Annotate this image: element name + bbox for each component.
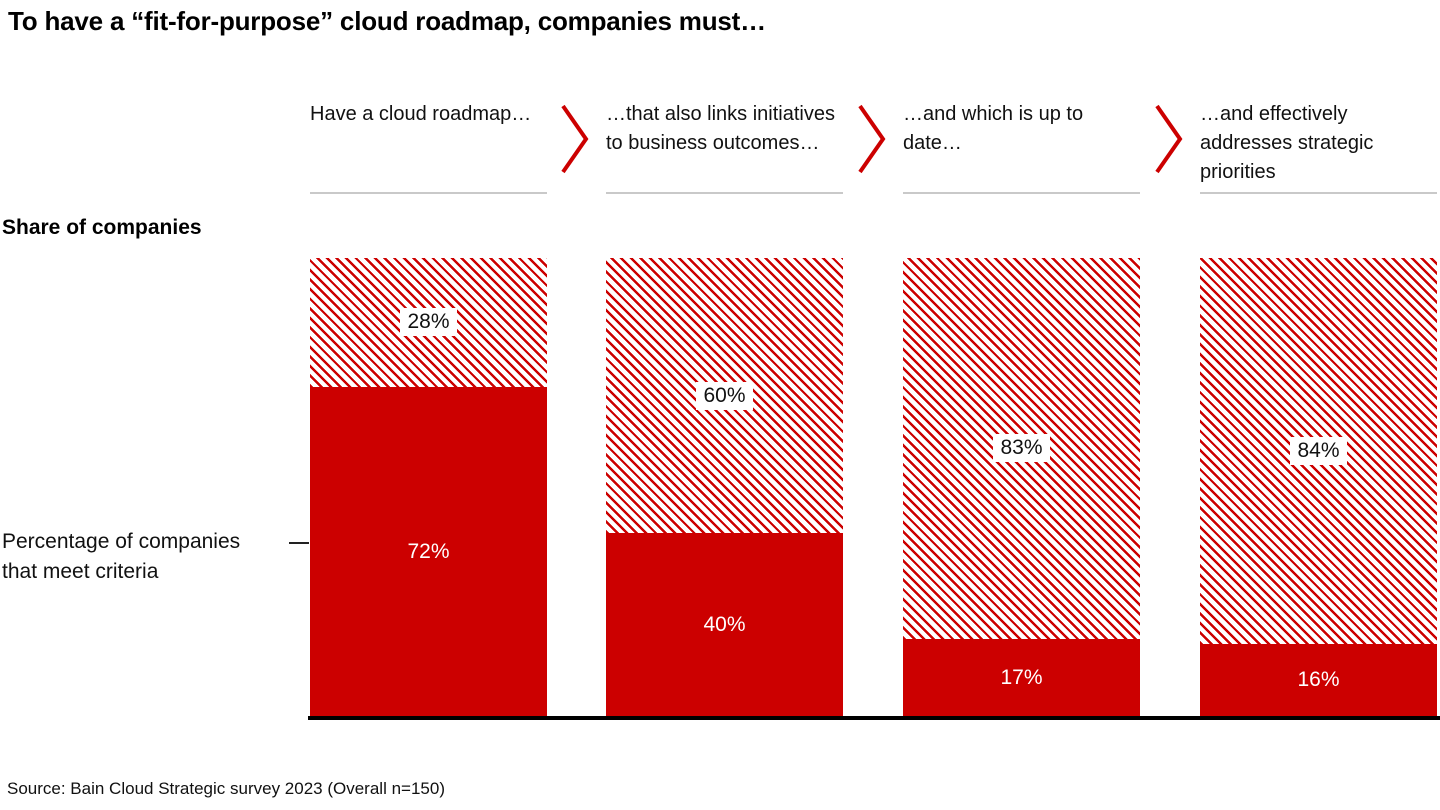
stacked-bar: 84% 16%	[1200, 258, 1437, 717]
hatched-value-label: 60%	[696, 381, 753, 410]
hatched-value-label: 84%	[1290, 436, 1347, 465]
bar-segment-solid: 72%	[310, 386, 547, 717]
chart-title: To have a “fit-for-purpose” cloud roadma…	[8, 6, 766, 36]
process-chevron-icon	[561, 104, 589, 174]
column-header: Have a cloud roadmap…	[310, 103, 532, 125]
header-underline	[310, 192, 547, 194]
bar-group-3: …and which is up to date… 83% 17%	[903, 100, 1140, 717]
bar-segment-hatched: 84%	[1200, 258, 1437, 644]
bar-segment-hatched: 60%	[606, 258, 843, 534]
stacked-bar: 83% 17%	[903, 258, 1140, 717]
stacked-bar: 60% 40%	[606, 258, 843, 717]
process-chevron-icon	[1155, 104, 1183, 174]
x-axis-baseline	[308, 716, 1440, 720]
stacked-bar: 28% 72%	[310, 258, 547, 717]
bar-group-4: …and effectively addresses strategic pri…	[1200, 100, 1437, 717]
annotation-connector-line	[289, 542, 309, 544]
hatched-value-label: 28%	[400, 308, 457, 337]
bar-segment-hatched: 28%	[310, 258, 547, 387]
bar-segment-solid: 17%	[903, 638, 1140, 717]
annotation-label: Percentage of companies that meet criter…	[2, 527, 240, 587]
annotation-line-1: Percentage of companies	[2, 530, 241, 553]
bar-group-2: …that also links initiatives to business…	[606, 100, 843, 717]
bar-segment-hatched: 83%	[903, 258, 1140, 639]
solid-value-label: 16%	[1297, 668, 1340, 692]
process-chevron-icon	[858, 104, 886, 174]
header-underline	[1200, 192, 1437, 194]
column-header: …that also links initiatives to business…	[606, 103, 835, 154]
bar-segment-solid: 16%	[1200, 643, 1437, 717]
annotation-line-2: that meet criteria	[2, 560, 159, 583]
column-header: …and which is up to date…	[903, 103, 1084, 154]
header-underline	[903, 192, 1140, 194]
solid-value-label: 40%	[703, 613, 746, 637]
source-note: Source: Bain Cloud Strategic survey 2023…	[7, 779, 445, 798]
bar-segment-solid: 40%	[606, 533, 843, 717]
column-header: …and effectively addresses strategic pri…	[1200, 103, 1374, 183]
header-underline	[606, 192, 843, 194]
hatched-value-label: 83%	[993, 434, 1050, 463]
solid-value-label: 17%	[1000, 665, 1043, 689]
y-axis-title: Share of companies	[2, 216, 202, 239]
solid-value-label: 72%	[407, 539, 450, 563]
bar-group-1: Have a cloud roadmap… 28% 72%	[310, 100, 547, 717]
